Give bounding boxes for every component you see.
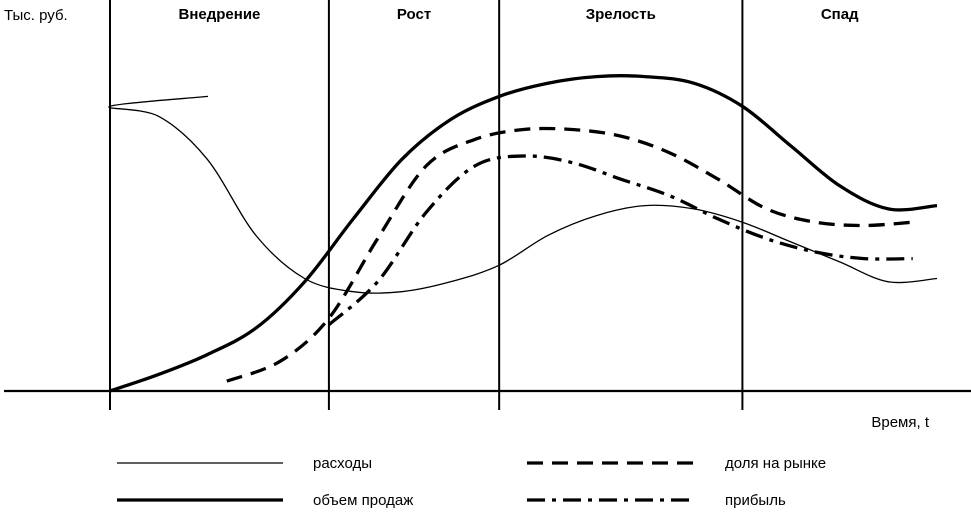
stage-label: Зрелость bbox=[586, 6, 656, 23]
legend-label: расходы bbox=[313, 455, 372, 472]
legend-label: объем продаж bbox=[313, 492, 413, 509]
stage-dividers bbox=[109, 0, 744, 410]
series-layer bbox=[108, 74, 938, 393]
legend-label: доля на рынке bbox=[725, 455, 826, 472]
stage-label: Рост bbox=[397, 6, 431, 23]
legend-label: прибыль bbox=[725, 492, 786, 509]
legend: расходы доля на рынке объем продаж прибыль bbox=[117, 455, 826, 509]
stage-label: Внедрение bbox=[179, 6, 261, 23]
series-line-thick-solid bbox=[109, 74, 938, 393]
stage-label: Спад bbox=[821, 6, 859, 23]
series-line-dashed bbox=[226, 126, 913, 383]
stage-labels: Внедрение Рост Зрелость Спад bbox=[179, 6, 860, 23]
y-axis-label: Тыс. руб. bbox=[4, 7, 68, 24]
series-line-dash-dot bbox=[327, 154, 913, 327]
series-line-thin-solid bbox=[108, 95, 938, 294]
x-axis-label: Время, t bbox=[871, 414, 929, 431]
